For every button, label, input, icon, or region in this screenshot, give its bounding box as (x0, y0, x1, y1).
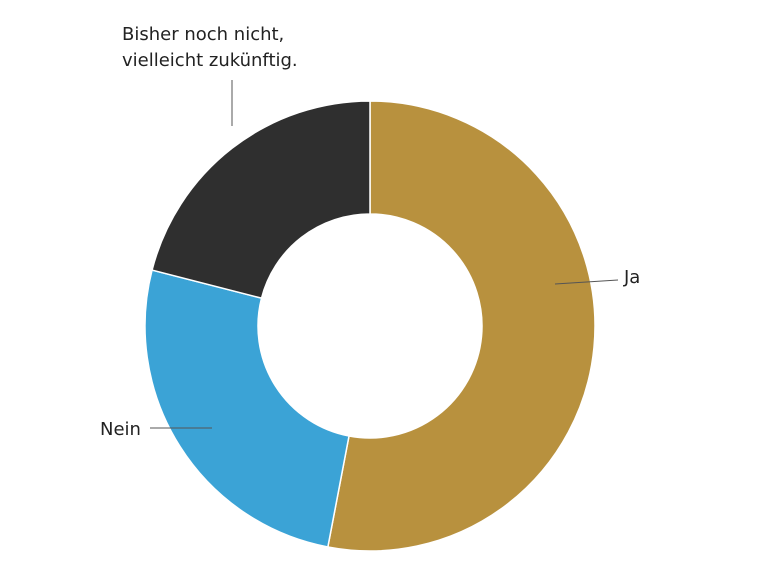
segment-label: Ja (624, 267, 641, 288)
segment-label: Nein (100, 419, 141, 440)
donut-segment (144, 269, 350, 548)
donut-segment (326, 100, 596, 552)
leader-line (554, 279, 619, 285)
donut-segment (151, 100, 371, 300)
segment-label: Bisher noch nicht, vielleicht zukünftig. (122, 24, 298, 71)
